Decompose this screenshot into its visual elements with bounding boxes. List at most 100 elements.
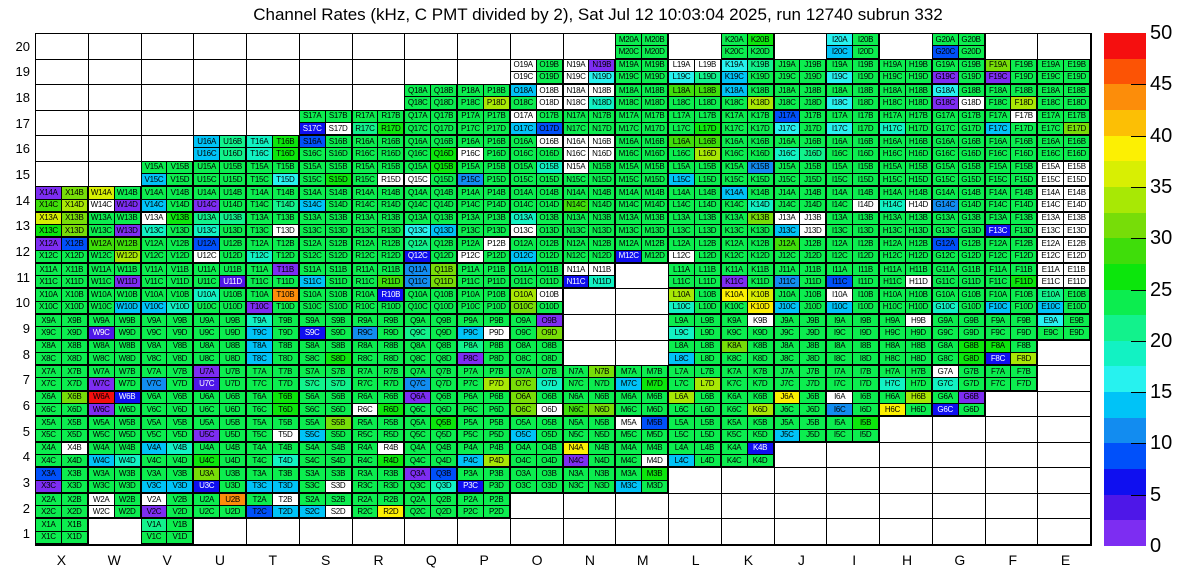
block-R8: R8A R8B R8C R8D [352,340,406,367]
channel-cell-V2D: V2D [167,506,194,519]
channel-cell-U5C: U5C [194,429,221,442]
block-L1 [669,519,722,545]
channel-cell-K7D: K7D [747,378,774,391]
block-E15: E15A E15B E15C E15D [1038,161,1091,188]
channel-cell-H16A: H16A [880,136,906,149]
block-F4 [985,442,1039,469]
channel-cell-S2A: S2A [299,493,326,507]
channel-cell-V4B: V4B [167,442,194,456]
channel-cell-K7B: K7B [747,366,774,379]
channel-cell-S12C: S12C [299,250,326,263]
channel-cell-M16D: M16D [642,148,668,161]
channel-cell-V15B: V15B [167,161,194,175]
channel-cell-L10D: L10D [694,301,721,315]
channel-cell-O14A: O14A [510,187,537,200]
block-V10: V10A V10B V10C V10D [141,289,195,316]
channel-cell-K4B: K4B [747,442,774,456]
channel-cell-N7A: N7A [563,366,590,379]
channel-cell-K5B: K5B [747,417,774,430]
channel-cell-W3D: W3D [114,480,141,493]
block-W5: W5A W5B W5C W5D [88,417,142,443]
channel-cell-L17A: L17A [669,110,695,123]
channel-cell-V3A: V3A [141,468,168,481]
channel-cell-N13C: N13C [563,225,590,238]
channel-cell-M15D: M15D [642,174,668,187]
colorbar-tick-40 [1131,135,1146,137]
channel-cell-R9C: R9C [352,327,379,340]
channel-cell-T10B: T10B [272,289,299,302]
block-T6: T6A T6B T6C T6D [247,391,300,418]
channel-cell-R13A: R13A [352,212,379,226]
channel-cell-P17D: P17D [483,122,510,136]
channel-cell-N4B: N4B [589,442,616,456]
block-H3 [880,468,933,494]
block-E2 [1038,493,1091,520]
block-U4: U4A U4B U4C U4D [194,442,247,469]
channel-cell-F13B: F13B [1011,212,1038,226]
channel-cell-H15C: H15C [880,174,906,187]
block-J6: J6A J6B J6C J6D [774,391,828,418]
channel-cell-N6B: N6B [589,391,616,404]
channel-cell-K14B: K14B [747,187,774,200]
channel-cell-I6A: I6A [827,391,854,404]
channel-cell-I14D: I14D [853,199,879,212]
colorbar-band-9 [1104,289,1146,316]
block-I2 [827,493,880,520]
block-O14: O14A O14B O14C O14D [510,187,564,213]
channel-cell-K11A: K11A [721,263,748,277]
y-tick-15: 15 [15,167,30,183]
channel-cell-S8D: S8D [325,352,352,366]
channel-cell-E15B: E15B [1064,161,1090,175]
channel-cell-T6B: T6B [272,391,299,404]
channel-cell-M13B: M13B [642,212,668,226]
block-X3: X3A X3B X3C X3D [36,468,89,494]
channel-cell-Q12A: Q12A [405,238,432,251]
channel-cell-X14C: X14C [36,199,62,212]
channel-cell-M12C: M12C [616,250,643,263]
block-X11: X11A X11B X11C X11D [36,263,89,290]
block-W11: W11A W11B W11C W11D [88,263,142,290]
block-E4 [1038,442,1091,469]
block-V13: V13A V13B V13C V13D [141,212,195,239]
channel-cell-R2B: R2B [378,493,405,507]
channel-cell-X4D: X4D [61,455,88,468]
block-R3: R3A R3B R3C R3D [352,468,406,494]
channel-cell-H9C: H9C [880,327,906,340]
channel-cell-L7A: L7A [669,366,695,379]
channel-cell-X5B: X5B [61,417,88,430]
channel-cell-L15D: L15D [694,174,721,187]
channel-cell-F8A: F8A [985,340,1012,353]
channel-cell-U6B: U6B [220,391,246,404]
channel-cell-F18C: F18C [985,97,1012,110]
channel-cell-G8D: G8D [958,352,985,366]
channel-cell-F11D: F11D [1011,276,1038,289]
block-P11: P11A P11B P11C P11D [458,263,511,290]
channel-cell-W6A: W6A [88,391,115,404]
channel-cell-S17D: S17D [325,122,352,136]
channel-cell-F15C: F15C [985,174,1012,187]
block-J2 [774,493,828,520]
channel-cell-O13D: O13D [536,225,563,238]
colorbar-label-10: 10 [1150,432,1173,455]
channel-cell-H17B: H17B [905,110,932,123]
block-G5 [932,417,986,443]
block-M11 [616,263,669,290]
channel-cell-S3B: S3B [325,468,352,481]
channel-cell-I13B: I13B [853,212,879,226]
block-N5: N5A N5B N5C N5D [563,417,617,443]
channel-cell-X12B: X12B [61,238,88,251]
channel-cell-K18B: K18B [747,85,774,98]
channel-cell-T14D: T14D [272,199,299,212]
channel-cell-G6C: G6C [932,403,959,417]
colorbar-band-4 [1104,417,1146,444]
channel-cell-N3A: N3A [563,468,590,481]
channel-cell-R5C: R5C [352,429,379,442]
block-O5: O5A O5B O5C O5D [510,417,564,443]
channel-cell-L18C: L18C [669,97,695,110]
channel-cell-M20D: M20D [642,46,668,59]
block-T5: T5A T5B T5C T5D [247,417,300,443]
channel-cell-O14D: O14D [536,199,563,212]
channel-cell-Q10A: Q10A [405,289,432,302]
channel-cell-V11C: V11C [141,276,168,289]
channel-cell-S13D: S13D [325,225,352,238]
